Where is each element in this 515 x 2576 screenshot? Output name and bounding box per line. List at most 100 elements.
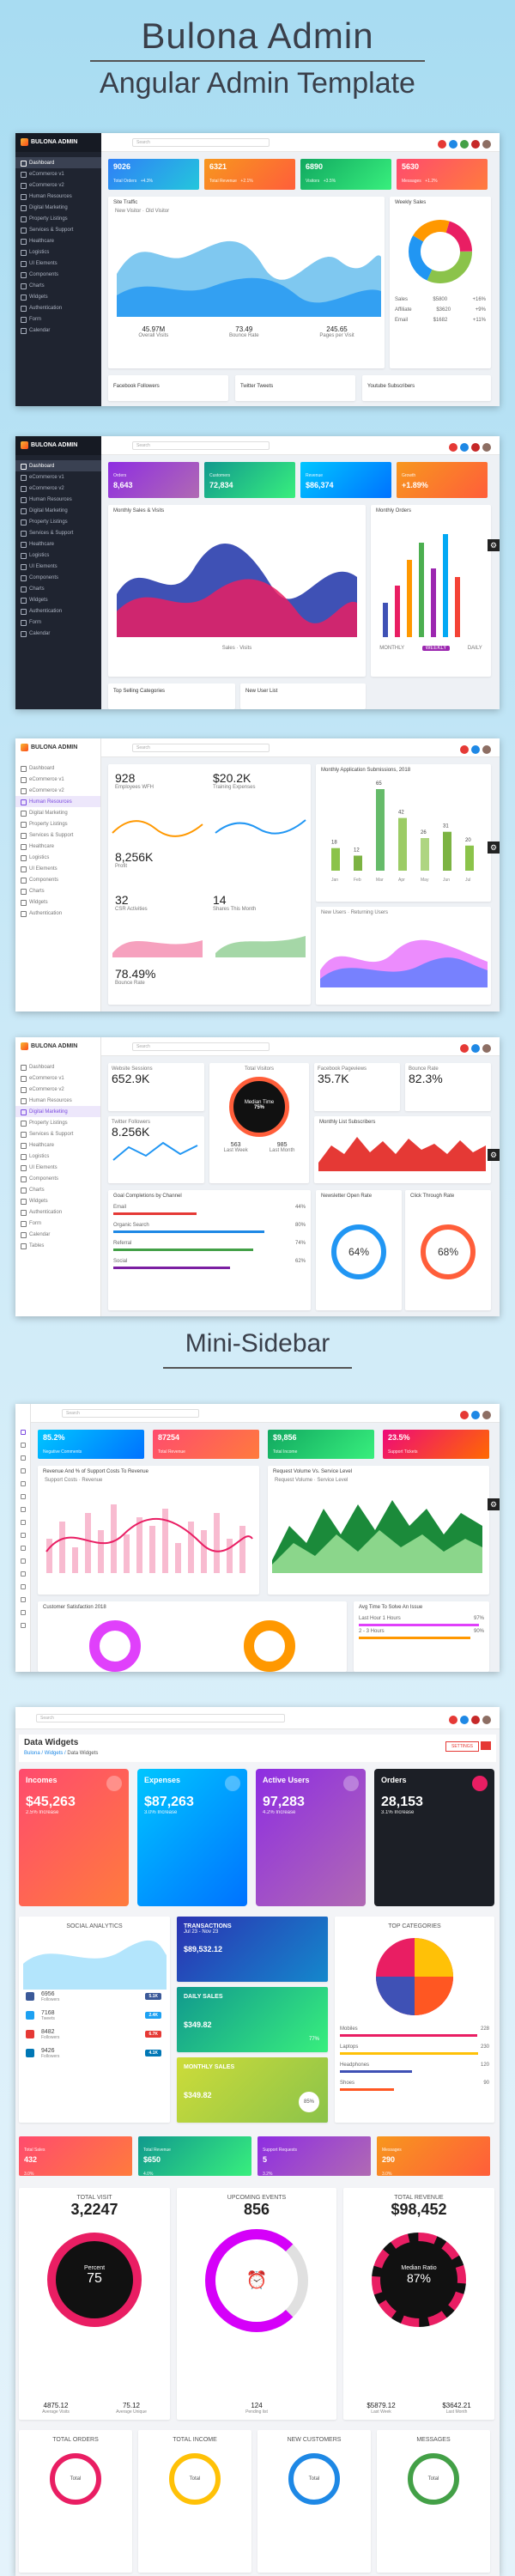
mail-icon[interactable] [471,1411,480,1419]
sidebar-item[interactable]: Services & Support [15,527,101,538]
sidebar-item[interactable]: Services & Support [15,1128,100,1139]
sidebar-item[interactable]: Authentication [15,1206,100,1218]
sidebar-icon[interactable] [21,1443,26,1448]
sidebar-item[interactable]: Components [15,269,101,280]
sidebar-item[interactable]: Authentication [15,302,101,313]
sidebar-item[interactable]: Property Listings [15,818,100,829]
mail-icon[interactable] [460,443,469,452]
sidebar-item[interactable]: Healthcare [15,841,100,852]
sidebar-icon[interactable] [21,1468,26,1473]
add-button[interactable] [481,1741,491,1750]
sidebar-item[interactable]: Digital Marketing [15,202,101,213]
sidebar-item[interactable]: Property Listings [15,213,101,224]
sidebar-item[interactable]: Digital Marketing [15,807,100,818]
bell-icon[interactable] [449,1716,457,1724]
flag-icon[interactable] [471,140,480,149]
sidebar-item[interactable]: Property Listings [15,516,101,527]
sidebar-item[interactable]: eCommerce v1 [15,168,101,179]
bell-icon[interactable] [460,1411,469,1419]
sidebar-item[interactable]: Widgets [15,594,101,605]
sidebar-item[interactable]: Dashboard [15,157,101,168]
sidebar-item[interactable]: Form [15,313,101,325]
sidebar-item[interactable]: Healthcare [15,235,101,246]
flag-icon[interactable] [471,443,480,452]
sidebar-item[interactable]: eCommerce v2 [15,1084,100,1095]
gear-icon[interactable]: ⚙ [488,1149,500,1161]
bell-icon[interactable] [438,140,446,149]
sidebar-icon[interactable] [21,1558,26,1564]
sidebar-item[interactable]: Calendar [15,325,101,336]
sidebar-item[interactable]: Dashboard [15,460,101,471]
sidebar-icon[interactable] [21,1455,26,1461]
sidebar-item[interactable]: Authentication [15,908,100,919]
sidebar-item[interactable]: eCommerce v2 [15,179,101,191]
avatar[interactable] [482,1411,491,1419]
bell-icon[interactable] [460,745,469,754]
search-input[interactable]: Search [132,744,270,752]
sidebar-item[interactable]: Charts [15,885,100,896]
sidebar-item[interactable]: UI Elements [15,863,100,874]
sidebar-item[interactable]: Form [15,1218,100,1229]
mail-icon[interactable] [471,745,480,754]
tab-monthly[interactable]: MONTHLY [379,646,405,651]
sidebar-item[interactable]: Form [15,617,101,628]
avatar[interactable] [482,745,491,754]
sidebar-icon[interactable] [21,1494,26,1499]
gear-icon[interactable]: ⚙ [488,841,500,854]
mail-icon[interactable] [471,1044,480,1053]
sidebar-icon[interactable] [21,1597,26,1602]
sidebar-item[interactable]: Services & Support [15,224,101,235]
sidebar-item[interactable]: eCommerce v1 [15,1072,100,1084]
sidebar-icon[interactable] [21,1584,26,1589]
search-input[interactable]: Search [132,138,270,147]
sidebar-item[interactable]: Digital Marketing [15,1106,100,1117]
sidebar-item[interactable]: Widgets [15,1195,100,1206]
search-input[interactable]: Search [132,1042,270,1051]
avatar[interactable] [482,1716,491,1724]
sidebar-item[interactable]: Charts [15,1184,100,1195]
avatar[interactable] [482,140,491,149]
sidebar-item[interactable]: Human Resources [15,494,101,505]
sidebar-item[interactable]: Tables [15,1240,100,1251]
sidebar-item[interactable]: Charts [15,280,101,291]
sidebar-item[interactable]: UI Elements [15,1162,100,1173]
sidebar-item[interactable]: Widgets [15,896,100,908]
sidebar-item[interactable]: Charts [15,583,101,594]
sidebar-item[interactable]: Logistics [15,852,100,863]
sidebar-icon[interactable] [21,1533,26,1538]
gear-icon[interactable]: ⚙ [488,1498,500,1510]
mail-icon[interactable] [460,1716,469,1724]
search-input[interactable]: Search [132,441,270,450]
sidebar-item[interactable]: Components [15,572,101,583]
bell-icon[interactable] [449,443,457,452]
sidebar-item[interactable]: Calendar [15,628,101,639]
sidebar-item[interactable]: eCommerce v1 [15,471,101,483]
search-input[interactable]: Search [36,1714,285,1722]
bell-icon[interactable] [460,1044,469,1053]
sidebar-item[interactable]: Human Resources [15,1095,100,1106]
sidebar-item[interactable]: UI Elements [15,561,101,572]
sidebar-item[interactable]: Human Resources [15,796,100,807]
sidebar-icon[interactable] [21,1481,26,1486]
sidebar-item[interactable]: Services & Support [15,829,100,841]
sidebar-item[interactable]: Healthcare [15,1139,100,1151]
tab-daily[interactable]: DAILY [467,646,482,651]
flag-icon[interactable] [471,1716,480,1724]
sidebar-item[interactable]: Dashboard [15,762,100,774]
sidebar-item[interactable]: UI Elements [15,258,101,269]
sidebar-item[interactable]: Logistics [15,246,101,258]
sidebar-item[interactable]: Components [15,1173,100,1184]
sidebar-item[interactable]: Digital Marketing [15,505,101,516]
sidebar-item[interactable]: Authentication [15,605,101,617]
sidebar-item[interactable]: eCommerce v2 [15,785,100,796]
settings-button[interactable]: SETTINGS [445,1741,479,1752]
sidebar-icon[interactable] [21,1571,26,1577]
avatar[interactable] [482,1044,491,1053]
sidebar-icon[interactable] [21,1623,26,1628]
sidebar-item[interactable]: Healthcare [15,538,101,550]
sidebar-item[interactable]: Logistics [15,1151,100,1162]
sidebar-item[interactable]: Human Resources [15,191,101,202]
gear-icon[interactable]: ⚙ [488,539,500,551]
sidebar-item[interactable]: Property Listings [15,1117,100,1128]
chat-icon[interactable] [460,140,469,149]
